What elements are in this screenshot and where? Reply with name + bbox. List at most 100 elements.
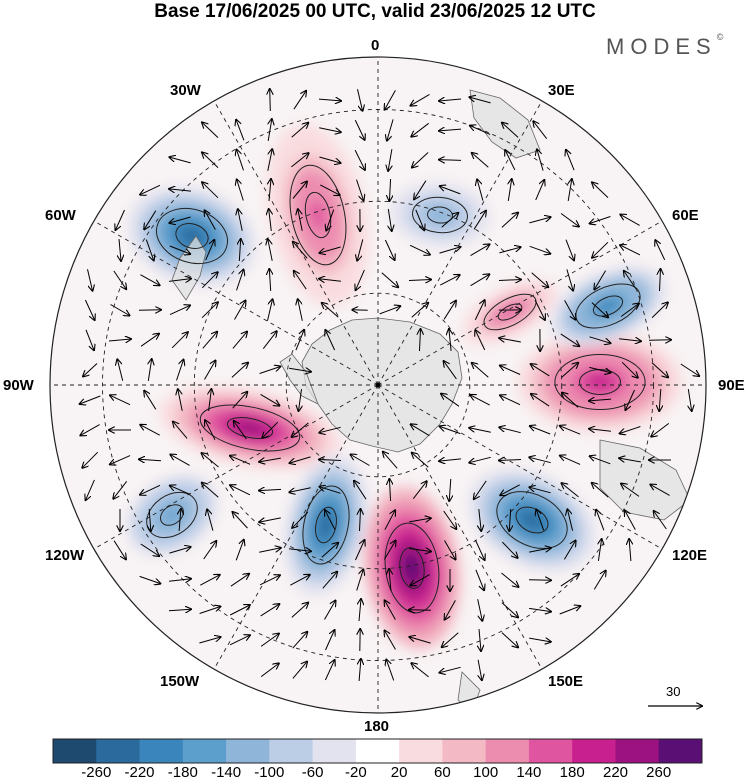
wind-arrow xyxy=(625,510,636,530)
wind-arrow xyxy=(320,487,341,494)
low-wilkes-low-isoline xyxy=(496,491,568,549)
high-bellingshausen-high-isoline xyxy=(226,417,274,439)
wind-arrow xyxy=(389,569,391,592)
wind-arrow xyxy=(411,663,429,678)
wind-arrow xyxy=(591,302,608,318)
wind-arrow xyxy=(298,209,303,231)
wind-arrow xyxy=(593,571,605,590)
wind-arrow xyxy=(295,330,304,351)
wind-arrow xyxy=(688,389,691,411)
colorbar-swatch xyxy=(139,739,184,763)
wind-arrow xyxy=(474,480,487,499)
latitude-circle xyxy=(193,200,563,570)
wind-arrow xyxy=(110,304,130,316)
colorbar-swatch xyxy=(312,739,357,763)
wind-arrow xyxy=(232,332,247,349)
wind-arrow xyxy=(531,364,550,377)
wind-arrow xyxy=(356,179,364,201)
wind-arrow xyxy=(626,389,635,410)
wind-arrow xyxy=(359,659,361,682)
colorbar-swatch xyxy=(182,739,227,763)
wind-arrow xyxy=(535,180,545,201)
wind-arrow xyxy=(621,361,638,377)
wind-arrow xyxy=(379,306,401,315)
colorbar-tick-label: -260 xyxy=(81,764,112,781)
wind-arrow xyxy=(439,666,461,672)
lon-label-30e: 30E xyxy=(548,82,575,99)
wind-arrow xyxy=(474,539,484,560)
wind-arrow xyxy=(235,540,244,561)
wind-arrow xyxy=(259,458,281,462)
wind-arrow xyxy=(108,339,131,341)
wind-arrow xyxy=(387,119,394,140)
wind-arrow xyxy=(292,662,307,679)
wind-arrow xyxy=(169,305,190,316)
wind-arrow xyxy=(201,302,218,319)
wind-arrow xyxy=(590,456,611,465)
low-amundsen-low-isoline xyxy=(302,485,350,565)
wind-arrow xyxy=(230,456,251,465)
wind-arrow xyxy=(384,510,395,530)
wind-arrow xyxy=(351,455,370,466)
wind-arrow xyxy=(629,539,631,562)
wind-arrow xyxy=(568,179,572,201)
lon-label-120e: 120E xyxy=(672,547,708,564)
wind-arrow xyxy=(169,216,191,223)
wind-arrow xyxy=(113,480,128,498)
wind-arrow xyxy=(469,428,491,433)
lon-label-0: 0 xyxy=(371,37,380,54)
wind-arrow xyxy=(475,569,484,590)
wind-arrow xyxy=(449,329,451,351)
wind-arrow xyxy=(260,393,280,405)
wind-arrow xyxy=(479,628,481,651)
wind-arrow xyxy=(500,395,521,406)
wind-arrow xyxy=(236,120,245,141)
wind-arrow xyxy=(84,299,94,320)
wind-arrow xyxy=(411,122,430,136)
wind-arrow xyxy=(562,483,579,498)
wind-arrow xyxy=(322,303,339,318)
wind-arrow xyxy=(169,579,191,582)
lon-label-180: 180 xyxy=(364,718,390,735)
wind-arrow xyxy=(415,209,424,230)
wind-arrow xyxy=(529,548,551,553)
wind-arrow xyxy=(528,580,551,581)
wind-arrow xyxy=(383,541,395,560)
wind-arrow xyxy=(534,299,545,320)
high-south-atlantic-high-isoline xyxy=(304,191,332,239)
wind-arrow xyxy=(412,152,429,168)
wind-arrow xyxy=(470,244,490,257)
wind-arrow xyxy=(144,210,157,230)
wind-arrow xyxy=(560,333,579,346)
wind-arrow xyxy=(592,241,609,257)
wind-arrow xyxy=(173,422,188,439)
wind-arrow xyxy=(259,489,282,490)
wind-arrow xyxy=(318,99,341,101)
lon-label-60e: 60E xyxy=(672,207,699,224)
wind-arrow xyxy=(205,420,216,441)
reference-vector-value: 30 xyxy=(666,684,681,699)
wind-arrow xyxy=(294,271,307,290)
low-southwest-indian-low-isoline xyxy=(592,295,624,317)
wind-arrow xyxy=(443,510,457,529)
wind-arrow xyxy=(449,478,451,501)
wind-arrow xyxy=(560,426,581,435)
wind-arrow xyxy=(624,271,637,290)
colorbar-frame xyxy=(52,738,703,764)
wind-arrow xyxy=(441,394,460,407)
wind-arrow xyxy=(499,247,520,254)
low-southwest-indian-low-band xyxy=(598,299,618,313)
wind-arrow xyxy=(110,455,131,465)
wind-arrow xyxy=(388,209,391,231)
wind-arrow xyxy=(234,301,246,320)
wind-arrow xyxy=(411,93,430,105)
wind-arrow xyxy=(289,549,311,552)
south-pole-marker xyxy=(375,382,381,388)
lon-label-120w: 120W xyxy=(45,547,85,564)
high-east-indian-high-band xyxy=(502,306,518,318)
wind-arrow xyxy=(420,329,421,352)
wind-arrow xyxy=(660,269,661,292)
wind-arrow xyxy=(268,239,273,261)
wind-arrow xyxy=(354,149,365,170)
wind-arrow xyxy=(651,302,668,318)
